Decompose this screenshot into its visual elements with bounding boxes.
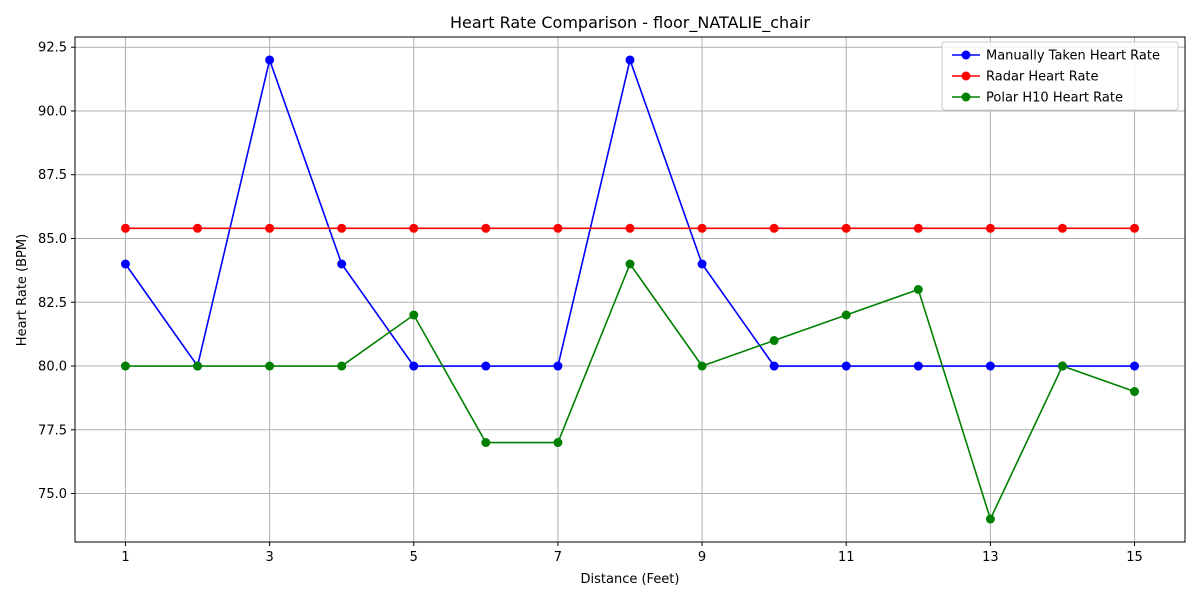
x-tick-label: 13: [982, 550, 999, 565]
x-tick-label: 1: [121, 550, 129, 565]
manually-taken-heart-rate-point: [481, 361, 491, 371]
manually-taken-heart-rate-point: [553, 361, 563, 371]
radar-heart-rate-point: [769, 223, 779, 233]
x-tick-label: 15: [1126, 550, 1143, 565]
manually-taken-heart-rate-point: [265, 55, 275, 65]
radar-heart-rate-point: [1057, 223, 1067, 233]
y-tick-label: 75.0: [38, 487, 67, 502]
legend-label: Radar Heart Rate: [986, 70, 1099, 85]
polar-h10-heart-rate-point: [1130, 387, 1140, 397]
legend-box: [941, 41, 1179, 111]
grid-lines: [75, 37, 1185, 542]
polar-h10-heart-rate-point: [193, 361, 203, 371]
legend-marker: [961, 50, 971, 60]
radar-heart-rate-point: [697, 223, 707, 233]
legend-label: Manually Taken Heart Rate: [986, 49, 1160, 64]
polar-h10-heart-rate-point: [985, 514, 995, 524]
radar-heart-rate-point: [985, 223, 995, 233]
legend-marker: [961, 71, 971, 81]
chart-title: Heart Rate Comparison - floor_NATALIE_ch…: [450, 13, 810, 33]
radar-heart-rate-point: [913, 223, 923, 233]
manually-taken-heart-rate-point: [913, 361, 923, 371]
polar-h10-heart-rate-point: [625, 259, 635, 269]
polar-h10-heart-rate-point: [337, 361, 347, 371]
polar-h10-heart-rate-point: [409, 310, 419, 320]
radar-heart-rate-point: [841, 223, 851, 233]
radar-heart-rate-point: [337, 223, 347, 233]
manually-taken-heart-rate-point: [1130, 361, 1140, 371]
data-series: [120, 55, 1140, 524]
y-tick-label: 90.0: [38, 104, 67, 119]
x-tick-label: 3: [265, 550, 273, 565]
radar-heart-rate-point: [265, 223, 275, 233]
radar-heart-rate-point: [553, 223, 563, 233]
radar-heart-rate-point: [625, 223, 635, 233]
polar-h10-heart-rate-point: [697, 361, 707, 371]
manually-taken-heart-rate-point: [769, 361, 779, 371]
manually-taken-heart-rate-point: [337, 259, 347, 269]
polar-h10-heart-rate-point: [841, 310, 851, 320]
radar-heart-rate-point: [193, 223, 203, 233]
y-tick-label: 92.5: [38, 41, 67, 56]
y-axis-label: Heart Rate (BPM): [15, 234, 30, 346]
radar-heart-rate-point: [1130, 223, 1140, 233]
legend-label: Polar H10 Heart Rate: [986, 91, 1123, 106]
x-tick-label: 7: [554, 550, 562, 565]
radar-heart-rate-point: [409, 223, 419, 233]
manually-taken-heart-rate-point: [409, 361, 419, 371]
x-axis-ticks: 1 3 5 7 9 11 13 15: [121, 542, 1143, 565]
polar-h10-heart-rate-point: [481, 438, 491, 448]
y-tick-label: 87.5: [38, 168, 67, 183]
x-tick-label: 5: [410, 550, 418, 565]
manually-taken-heart-rate-point: [697, 259, 707, 269]
radar-heart-rate-point: [481, 223, 491, 233]
manually-taken-heart-rate-point: [841, 361, 851, 371]
polar-h10-heart-rate-point: [1057, 361, 1067, 371]
polar-h10-heart-rate-point: [913, 285, 923, 294]
y-tick-label: 80.0: [38, 360, 67, 375]
plot-area: [74, 36, 1186, 543]
polar-h10-heart-rate-point: [265, 361, 275, 371]
y-tick-label: 85.0: [38, 232, 67, 247]
x-tick-label: 9: [698, 550, 706, 565]
radar-heart-rate-point: [120, 223, 130, 233]
manually-taken-heart-rate-point: [120, 259, 130, 269]
polar-h10-heart-rate-point: [120, 361, 130, 371]
polar-h10-heart-rate-point: [553, 438, 563, 448]
y-tick-label: 77.5: [38, 423, 67, 438]
manually-taken-heart-rate-point: [625, 55, 635, 65]
x-axis-label: Distance (Feet): [581, 572, 680, 587]
x-tick-label: 11: [838, 550, 855, 565]
legend-marker: [961, 92, 971, 102]
legend: Manually Taken Heart Rate Radar Heart Rat…: [941, 41, 1179, 111]
y-tick-label: 82.5: [38, 296, 67, 311]
y-axis-ticks: 75.0 77.5 80.0 82.5 85.0 87.5 90.0 92.5: [38, 41, 75, 502]
manually-taken-heart-rate-point: [985, 361, 995, 371]
polar-h10-heart-rate-point: [769, 336, 779, 346]
